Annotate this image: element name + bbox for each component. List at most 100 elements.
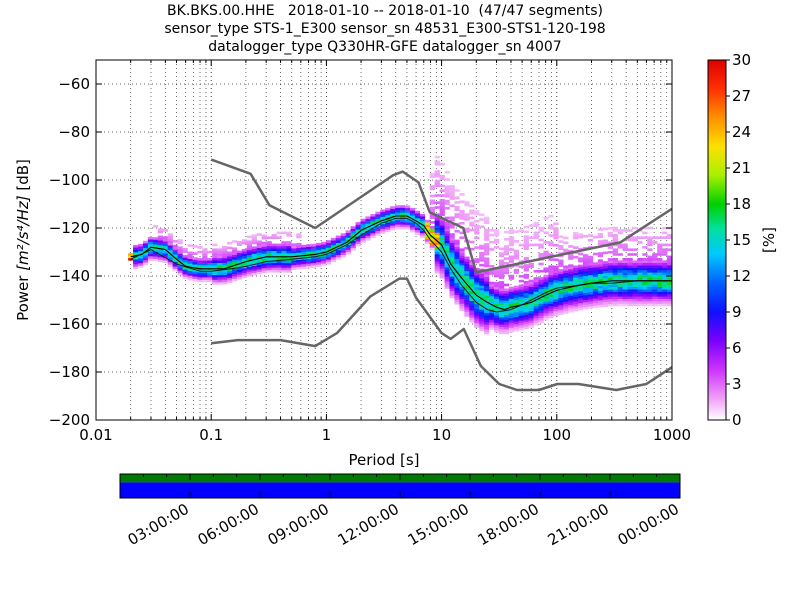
heatmap-cell [647,274,653,278]
heatmap-cell [479,244,485,248]
heatmap-cell [479,326,485,329]
heatmap-cell [597,304,604,308]
heatmap-cell [494,274,500,278]
x-axis-ticks: 0.01 0.1 1 10 100 1000 [79,60,691,444]
heatmap-cell [474,275,480,278]
heatmap-cell [657,258,663,261]
heatmap-cell [241,248,248,252]
heatmap-cell [464,203,470,207]
heatmap-cell [484,281,490,285]
heatmap-cell [498,331,505,335]
heatmap-cell [444,202,450,205]
heatmap-cell [231,252,238,255]
heatmap-cell [474,303,480,307]
heatmap-cell [439,273,445,277]
heatmap-cell [231,276,238,279]
heatmap-cell [573,231,579,235]
heatmap-cell [602,292,609,295]
heatmap-cell [494,291,500,295]
heatmap-cell [528,279,534,283]
heatmap-cell [553,222,559,226]
heatmap-cell [518,291,524,295]
heatmap-cell [147,241,154,245]
heatmap-cell [538,245,544,249]
heatmap-cell [444,259,450,263]
heatmap-cell [444,247,450,251]
heatmap-cell [172,268,178,272]
heatmap-cell [217,253,223,256]
heatmap-cell [157,242,164,246]
x-tick-label: 100 [542,426,571,444]
heatmap-cell [548,274,554,278]
heatmap-cell [592,279,599,282]
heatmap-cell [464,309,470,312]
heatmap-cell [484,243,490,246]
heatmap-cell [454,263,460,267]
heatmap-cell [449,250,455,253]
heatmap-cell [231,257,238,260]
heatmap-cell [543,313,549,316]
heatmap-cell [479,316,485,320]
heatmap-cell [563,248,569,252]
heatmap-cell [444,195,450,198]
heatmap-cell [236,274,243,278]
heatmap-cell [192,257,198,260]
heatmap-cell [494,281,500,285]
heatmap-cell [513,249,520,253]
heatmap-cell [474,325,480,329]
heatmap-cell [518,310,524,314]
heatmap-cell [637,258,643,261]
heatmap-cell [647,265,653,268]
heatmap-cell [563,291,569,295]
heatmap-cell [464,230,470,233]
heatmap-cell [271,262,277,266]
heatmap-cell [563,272,569,276]
heatmap-cell [316,264,322,268]
heatmap-cell [409,210,416,214]
heatmap-cell [266,253,272,256]
heatmap-cell [494,327,500,331]
heatmap-cell [276,258,282,261]
heatmap-cell [632,267,638,271]
heatmap-cell [503,314,510,318]
heatmap-cell [617,262,623,266]
heatmap-cell [484,259,490,263]
heatmap-cell [662,253,668,256]
heatmap-cell [187,251,193,255]
heatmap-cell [662,301,668,304]
heatmap-cell [568,302,574,306]
heatmap-cell [642,246,648,249]
heatmap-cell [246,252,253,256]
heatmap-cell [617,246,623,249]
heatmap-cell [617,265,623,268]
heatmap-cell [617,243,623,247]
heatmap-cell [454,239,460,243]
heatmap-cell [563,241,569,245]
heatmap-cell [508,260,515,263]
heatmap-cell [543,303,549,307]
heatmap-cell [449,192,455,196]
heatmap-cell [464,268,470,272]
heatmap-cell [236,243,243,246]
heatmap-cell [657,270,663,273]
heatmap-cell [370,216,376,220]
heatmap-cell [444,250,450,253]
heatmap-cell [583,287,589,291]
heatmap-cell [474,306,480,309]
heatmap-cell [172,263,178,267]
heatmap-cell [449,254,455,258]
heatmap-cell [617,301,623,304]
heatmap-cell [662,265,668,268]
heatmap-cell [138,243,144,247]
heatmap-cell [439,175,445,178]
heatmap-cell [434,201,440,204]
heatmap-cell [484,298,490,301]
heatmap-cell [434,227,440,231]
heatmap-cell [409,227,416,230]
heatmap-cell [583,290,589,293]
heatmap-cell [414,218,421,221]
heatmap-cell [212,258,218,261]
heatmap-cell [405,227,411,230]
heatmap-cell [597,285,604,289]
heatmap-cell [652,255,658,259]
